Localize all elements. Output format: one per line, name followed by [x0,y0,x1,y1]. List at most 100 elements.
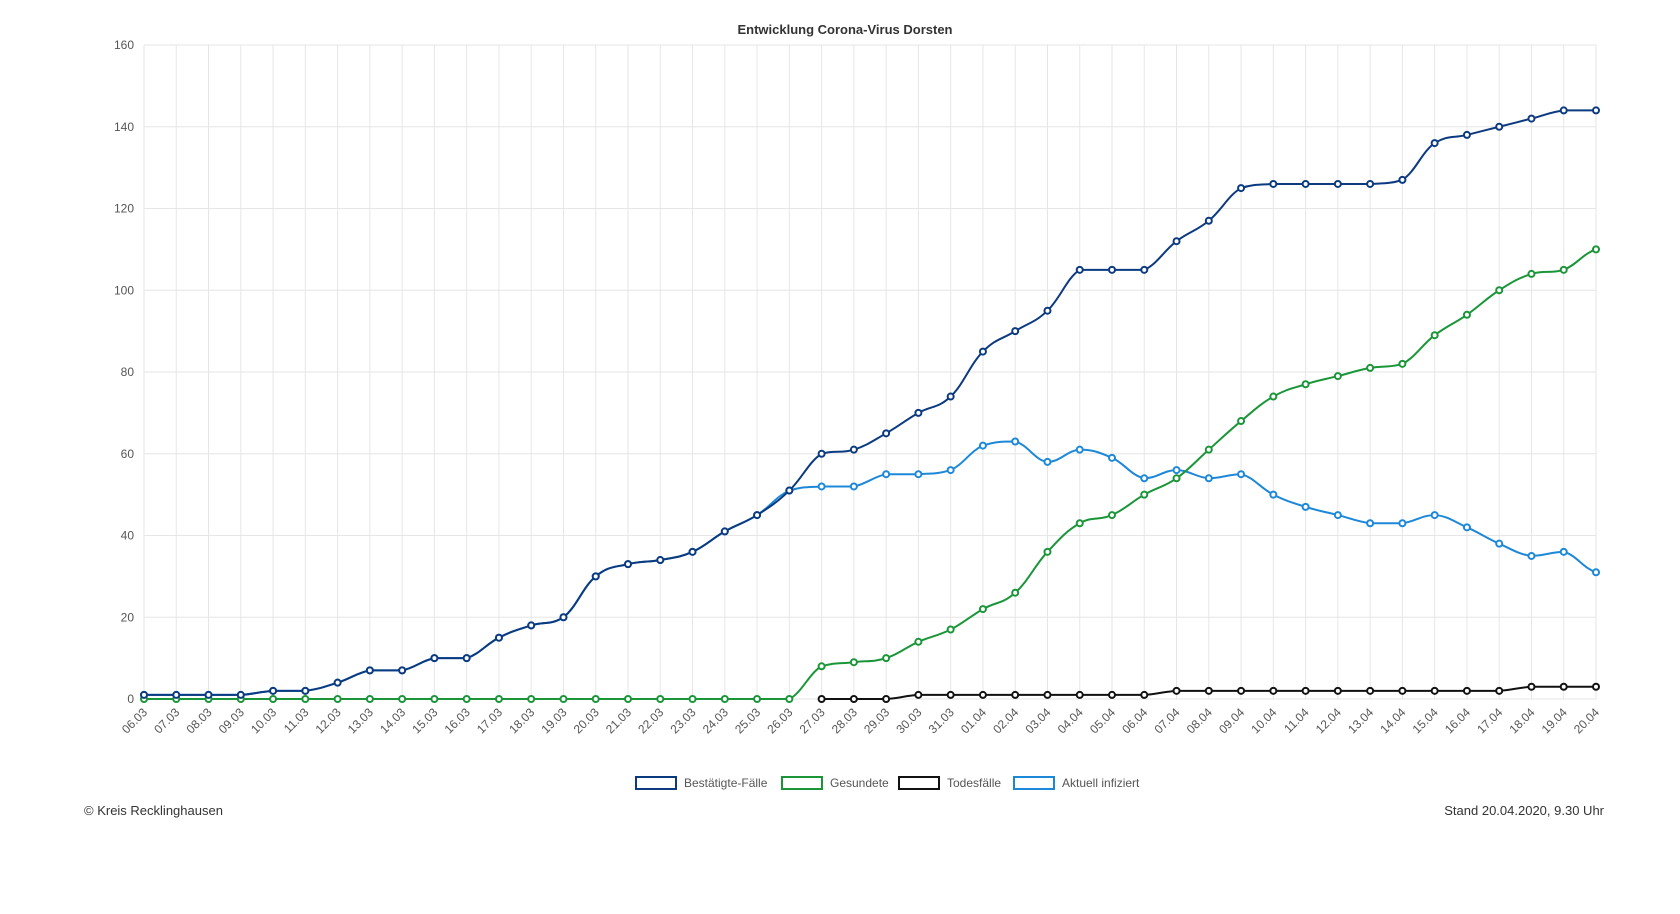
data-point [333,695,342,703]
x-tick-label: 31.03 [926,705,957,736]
data-point [591,572,600,581]
x-tick-label: 19.04 [1539,705,1570,736]
y-tick-label: 120 [114,202,134,216]
x-tick-label: 15.04 [1410,705,1441,736]
data-point [817,695,826,703]
x-tick-label: 29.03 [861,705,892,736]
data-point [1075,690,1084,699]
x-tick-label: 03.04 [1022,705,1053,736]
data-point [1172,474,1181,483]
data-point [365,695,374,703]
data-point [720,695,729,703]
data-point [624,695,632,703]
x-tick-label: 10.04 [1248,705,1279,736]
x-tick-label: 19.03 [538,705,569,736]
data-point [817,662,826,671]
x-tick-label: 18.03 [506,705,537,736]
legend-swatch [781,776,823,790]
legend-label: Todesfälle [947,776,1001,790]
data-point [1366,519,1375,528]
data-point [1140,474,1149,483]
data-point [817,482,826,491]
data-point [882,429,891,438]
data-point [1140,265,1149,274]
y-tick-label: 100 [114,283,134,297]
x-tick-label: 26.03 [764,705,795,736]
data-point [1043,457,1052,466]
data-point [1204,686,1213,695]
data-point [1237,470,1246,479]
data-point [591,695,600,703]
x-tick-label: 14.04 [1377,705,1408,736]
data-point [301,686,310,695]
data-point [1398,519,1407,528]
x-tick-label: 07.03 [151,705,182,736]
x-tick-label: 25.03 [732,705,763,736]
x-tick-label: 30.03 [893,705,924,736]
data-point [1301,686,1310,695]
data-point [430,695,439,703]
data-point [849,445,858,454]
data-point [1108,511,1116,520]
data-point [398,695,407,703]
y-tick-label: 160 [114,38,134,52]
data-point [1559,265,1568,274]
data-point [1043,306,1052,315]
data-point [1269,392,1278,401]
data-point [1398,686,1407,695]
x-tick-label: 06.03 [119,705,150,736]
data-point [946,690,955,699]
data-point [1301,502,1310,511]
data-point [1108,265,1116,274]
data-point [301,695,310,703]
data-point [269,686,278,695]
data-point [559,613,568,622]
note: Stand 20.04.2020, 9.30 Uhr [1444,803,1604,818]
data-point [1495,686,1504,695]
data-point [1204,474,1213,483]
data-point [1366,363,1375,372]
data-point [1559,106,1568,115]
data-point [1204,445,1213,454]
data-point [1269,686,1278,695]
data-point [1301,380,1310,389]
x-tick-label: 11.03 [281,705,312,736]
data-point [1333,511,1342,520]
data-point [978,690,987,699]
data-point [1237,686,1246,695]
data-point [1172,237,1181,246]
data-point [1398,359,1407,368]
x-tick-label: 16.03 [442,705,473,736]
data-point [1495,122,1504,131]
data-point [1011,327,1020,336]
data-point [140,690,148,699]
data-point [1559,682,1568,691]
data-point [1333,372,1342,381]
x-tick-label: 05.04 [1087,705,1118,736]
data-point [882,654,891,663]
data-point [1527,114,1536,123]
data-point [1237,417,1246,426]
data-point [494,695,503,703]
data-point [494,633,503,642]
data-point [1462,130,1471,139]
data-point [269,695,278,703]
data-point [1269,490,1278,499]
data-point [1592,568,1600,577]
x-tick-label: 12.03 [313,705,344,736]
data-point [172,690,181,699]
series-line [144,248,1597,700]
data-point [398,666,407,675]
legend-swatch [898,776,940,790]
x-tick-label: 11.04 [1281,705,1312,736]
data-point [1108,453,1116,462]
data-point [946,392,955,401]
data-point [785,695,794,703]
data-point [1462,686,1471,695]
x-tick-label: 04.04 [1055,705,1086,736]
x-tick-label: 21.03 [603,705,634,736]
data-point [236,690,245,699]
data-point [656,695,665,703]
data-point [946,466,955,475]
data-point [688,695,697,703]
